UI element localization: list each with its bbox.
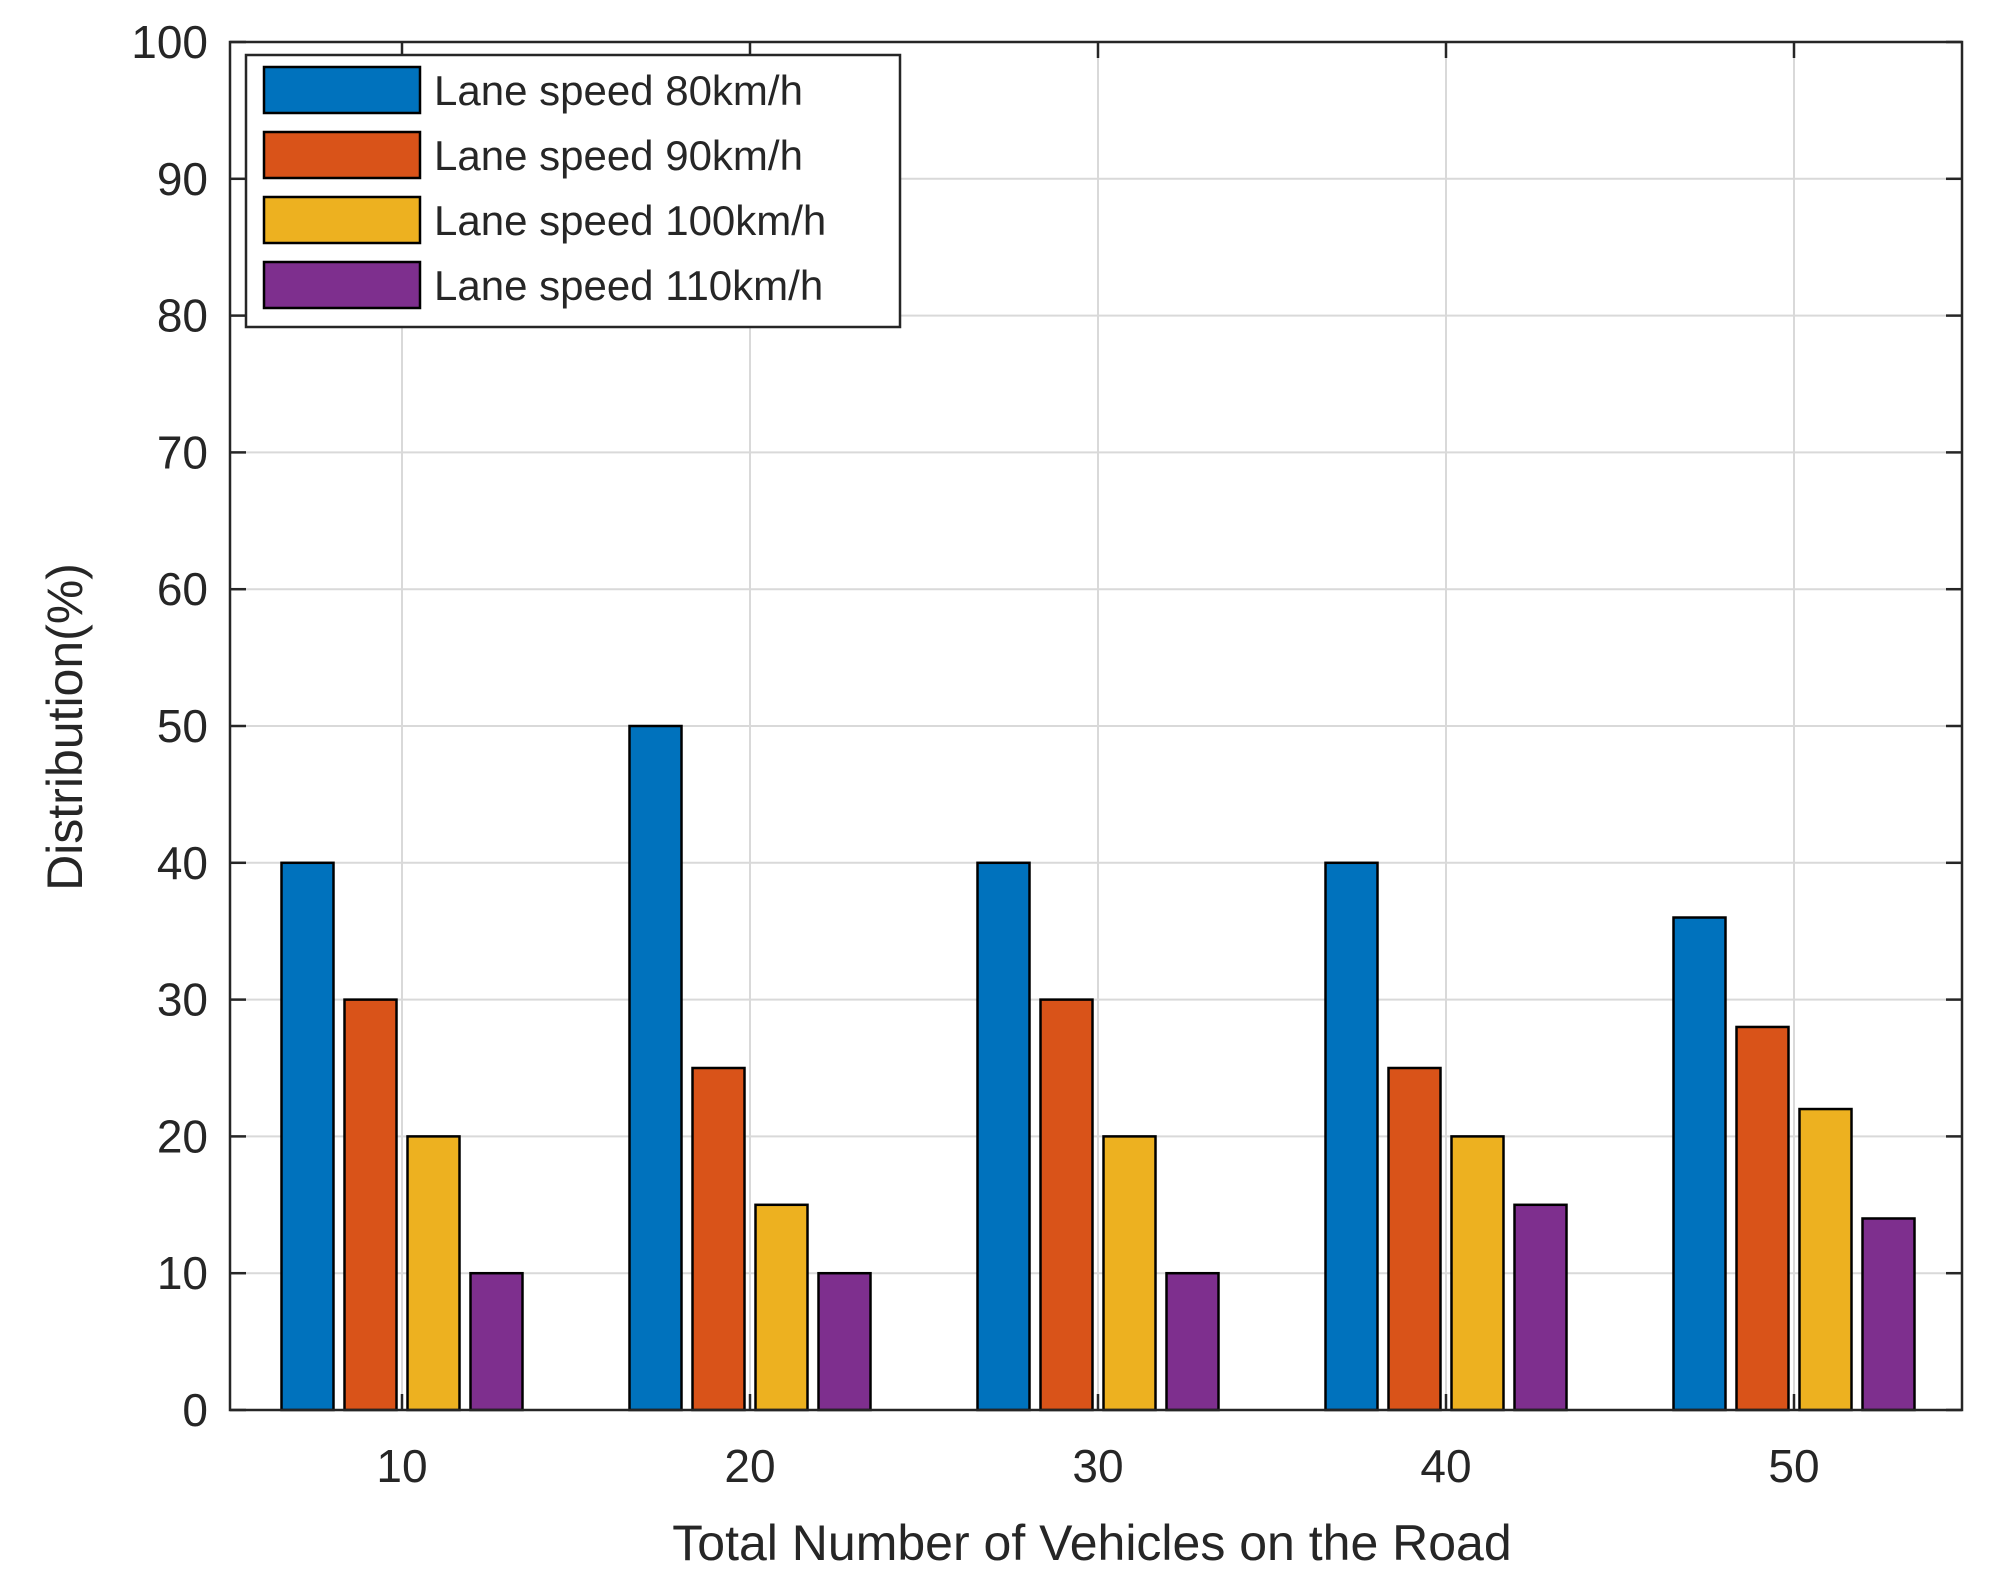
axes xyxy=(228,40,1964,1412)
bar xyxy=(1450,1135,1505,1412)
legend-swatch xyxy=(262,260,422,310)
bar xyxy=(1513,1203,1568,1412)
legend-swatch xyxy=(262,130,422,180)
y-tick-label: 90 xyxy=(157,153,208,205)
bar xyxy=(754,1203,809,1412)
bar xyxy=(1798,1107,1853,1412)
y-tick-label: 50 xyxy=(157,700,208,752)
x-tick-label: 30 xyxy=(1072,1440,1123,1492)
bar xyxy=(1039,998,1094,1412)
y-tick-label: 0 xyxy=(182,1384,208,1436)
tick-labels: 0 10 20 30 40 50 60 70 80 90 100 10 20 30 40 50 xyxy=(131,16,1819,1492)
bar xyxy=(280,861,335,1412)
x-tick-label: 10 xyxy=(376,1440,427,1492)
legend: Lane speed 80km/h Lane speed 90km/h Lane s… xyxy=(244,53,902,329)
y-tick-label: 60 xyxy=(157,563,208,615)
bar xyxy=(1735,1025,1790,1412)
bars xyxy=(280,724,1916,1412)
x-axis-label: Total Number of Vehicles on the Road xyxy=(672,1515,1511,1571)
legend-swatch xyxy=(262,195,422,245)
bar xyxy=(343,998,398,1412)
y-tick-label: 20 xyxy=(157,1110,208,1162)
x-tick-label: 40 xyxy=(1420,1440,1471,1492)
bar xyxy=(1102,1135,1157,1412)
legend-label: Lane speed 110km/h xyxy=(434,262,823,309)
bar xyxy=(1165,1271,1220,1412)
legend-label: Lane speed 80km/h xyxy=(434,67,803,114)
y-tick-label: 40 xyxy=(157,837,208,889)
bar xyxy=(691,1066,746,1412)
x-tick-label: 50 xyxy=(1768,1440,1819,1492)
y-tick-label: 70 xyxy=(157,426,208,478)
y-tick-label: 80 xyxy=(157,290,208,342)
bar xyxy=(1387,1066,1442,1412)
bar xyxy=(469,1271,524,1412)
bar xyxy=(1861,1217,1916,1412)
y-tick-label: 100 xyxy=(131,16,208,68)
y-axis-label: Distribution(%) xyxy=(37,563,93,891)
bar xyxy=(817,1271,872,1412)
bar xyxy=(406,1135,461,1412)
legend-label: Lane speed 100km/h xyxy=(434,197,826,244)
bar xyxy=(628,724,683,1412)
x-tick-label: 20 xyxy=(724,1440,775,1492)
bar xyxy=(1672,916,1727,1412)
y-tick-label: 10 xyxy=(157,1247,208,1299)
legend-swatch xyxy=(262,65,422,115)
bar xyxy=(976,861,1031,1412)
legend-label: Lane speed 90km/h xyxy=(434,132,803,179)
y-tick-label: 30 xyxy=(157,974,208,1026)
bar xyxy=(1324,861,1379,1412)
